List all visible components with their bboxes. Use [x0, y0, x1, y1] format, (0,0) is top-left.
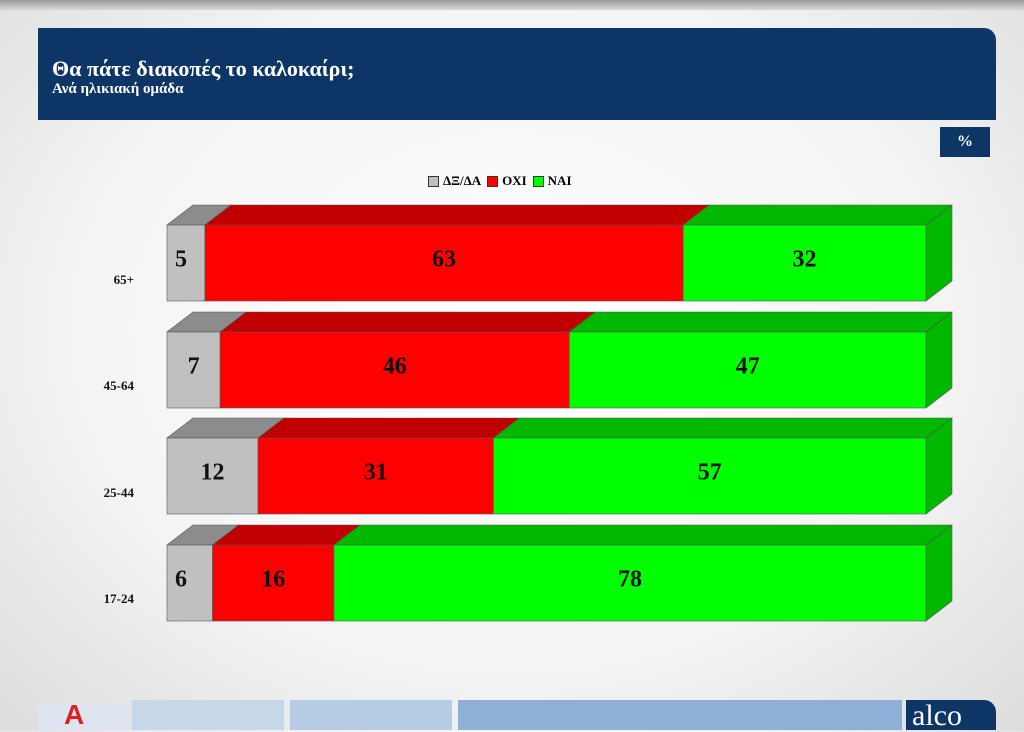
bar-top-25-44-no	[257, 417, 521, 439]
bar-top-45-64-no	[219, 311, 597, 333]
data-label-25-44-dk: 12	[201, 460, 225, 486]
bar-17-24-dk	[166, 544, 213, 622]
legend-label-no: ΟΧΙ	[502, 173, 527, 188]
bar-17-24-no	[212, 544, 335, 622]
data-label-17-24-yes: 78	[618, 567, 642, 593]
bar-45-64-no	[219, 331, 570, 409]
legend-item-dk: ΔΞ/ΔΑ	[428, 173, 481, 189]
legend-label-yes: ΝΑΙ	[547, 173, 572, 188]
bar-side-25-44	[925, 417, 953, 515]
bar-top-65plus-no	[204, 204, 711, 226]
unit-badge: %	[940, 127, 990, 157]
bar-25-44-dk	[166, 437, 259, 515]
bar-65plus-yes	[682, 224, 927, 302]
data-label-25-44-no: 31	[364, 460, 388, 486]
header-banner: Θα πάτε διακοπές το καλοκαίρι; Ανά ηλικι…	[38, 28, 996, 120]
bar-side-17-24	[925, 524, 953, 622]
bar-top-45-64-yes	[568, 311, 953, 333]
data-label-17-24-dk: 6	[175, 567, 187, 593]
data-label-45-64-no: 46	[383, 354, 407, 380]
data-label-65plus-yes: 32	[793, 247, 817, 273]
bar-top-65plus-yes	[682, 204, 953, 226]
footer-strip-3	[458, 700, 902, 730]
category-label-17-24: 17-24	[103, 591, 134, 606]
top-frame	[0, 0, 1024, 10]
bar-side-45-64	[925, 311, 953, 409]
chart-title: Θα πάτε διακοπές το καλοκαίρι;	[52, 56, 355, 81]
category-label-65plus: 65+	[113, 272, 134, 287]
channel-logo-icon: Α	[64, 699, 85, 730]
data-label-45-64-dk: 7	[188, 354, 200, 380]
alco-logo-box	[906, 700, 996, 730]
data-label-65plus-dk: 5	[175, 247, 187, 273]
alco-logo-text: alco	[912, 699, 962, 732]
chart-subtitle: Ανά ηλικιακή ομάδα	[52, 81, 184, 97]
bar-25-44-no	[257, 437, 494, 515]
legend: ΔΞ/ΔΑ ΟΧΙ ΝΑΙ	[428, 172, 578, 190]
bar-17-24-yes	[333, 544, 927, 622]
legend-item-no: ΟΧΙ	[487, 173, 527, 189]
bar-65plus-no	[204, 224, 684, 302]
footer-strip-2	[290, 700, 452, 730]
legend-swatch-yes	[532, 175, 544, 187]
footer-logo-area	[38, 702, 128, 730]
legend-label-dk: ΔΞ/ΔΑ	[443, 173, 482, 188]
bar-side-65plus	[925, 204, 953, 302]
data-label-65plus-no: 63	[432, 247, 456, 273]
bar-top-17-24-yes	[333, 524, 953, 546]
legend-swatch-dk	[428, 175, 439, 187]
bar-top-25-44-yes	[492, 417, 953, 439]
bar-45-64-dk	[166, 331, 221, 409]
category-label-25-44: 25-44	[103, 485, 134, 500]
data-label-17-24-no: 16	[261, 567, 285, 593]
bar-45-64-yes	[568, 331, 927, 409]
data-label-25-44-yes: 57	[698, 460, 722, 486]
category-label-45-64: 45-64	[103, 378, 134, 393]
data-label-45-64-yes: 47	[736, 354, 760, 380]
footer-strip-1	[132, 700, 284, 730]
legend-item-yes: ΝΑΙ	[532, 173, 572, 189]
bar-65plus-dk	[166, 224, 206, 302]
legend-swatch-no	[487, 175, 499, 187]
bar-25-44-yes	[493, 437, 927, 515]
